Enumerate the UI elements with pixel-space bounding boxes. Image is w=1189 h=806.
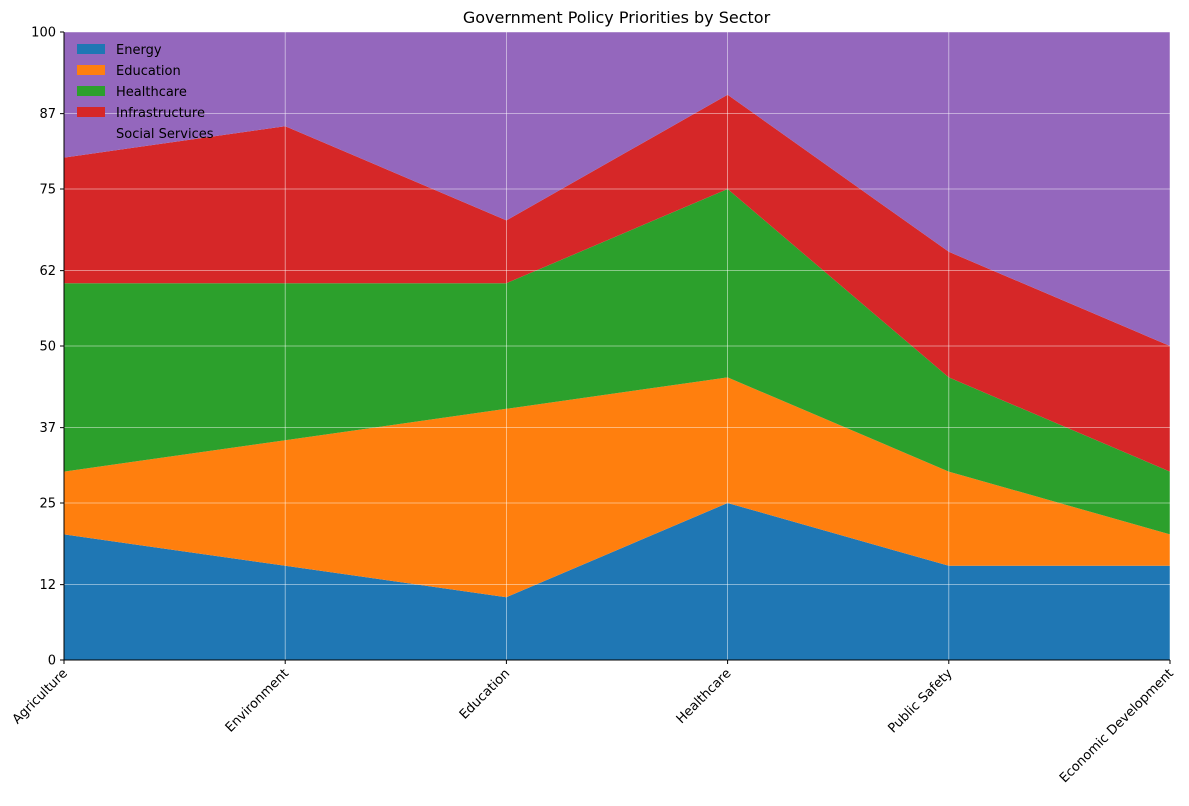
x-tick-label: Education [457,666,513,722]
x-tick-label: Agriculture [10,666,71,727]
legend-swatch [77,107,105,117]
chart-title: Government Policy Priorities by Sector [463,8,771,27]
legend-label: Social Services [116,127,214,142]
y-tick-label: 50 [39,340,56,355]
x-tick-label: Environment [223,666,292,735]
y-tick-label: 75 [39,183,56,198]
y-tick-label: 87 [39,107,56,122]
y-tick-label: 37 [39,421,56,436]
legend-swatch [77,44,105,54]
y-tick-label: 25 [39,497,56,512]
y-tick-label: 62 [39,264,56,279]
y-axis-ticks: 0 12 25 37 50 62 75 87 100 [31,26,64,669]
area-social-services [64,32,1170,346]
y-tick-label: 100 [31,26,56,41]
legend-swatch [77,128,105,138]
legend-label: Energy [116,43,162,58]
area-healthcare [64,189,1170,535]
area-education [64,377,1170,598]
legend-swatch [77,65,105,75]
legend-label: Infrastructure [116,106,205,121]
legend: Energy Education Healthcare Infrastructure S… [77,43,214,142]
x-tick-label: Public Safety [885,666,955,736]
area-energy [64,503,1170,660]
x-tick-label: Healthcare [674,666,735,727]
x-axis-ticks: Agriculture Environment Education Healthcar… [10,660,1177,786]
legend-swatch [77,86,105,96]
legend-label: Healthcare [116,85,187,100]
x-tick-label: Economic Development [1057,666,1177,786]
y-tick-label: 12 [39,578,56,593]
y-tick-label: 0 [48,654,56,669]
legend-label: Education [116,64,181,79]
